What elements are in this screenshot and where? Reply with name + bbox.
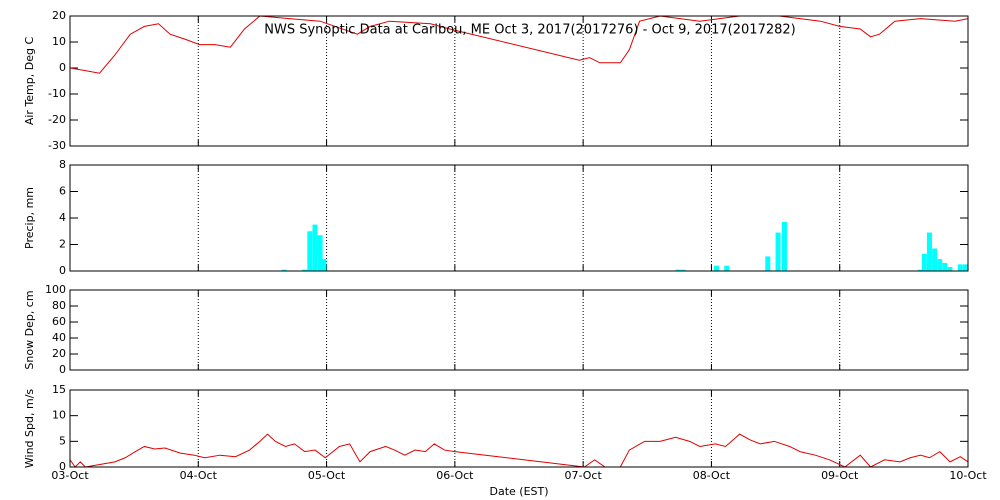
- bar: [675, 269, 681, 271]
- bar: [957, 264, 963, 271]
- y-tick-label: 0: [59, 61, 66, 74]
- panel-frame: [69, 15, 969, 147]
- y-tick-label: -30: [48, 139, 66, 152]
- bar: [302, 269, 308, 271]
- y-tick-label: 20: [52, 9, 66, 22]
- chart-title: NWS Synoptic Data at Caribou, ME Oct 3, …: [264, 23, 795, 38]
- bar: [926, 232, 932, 271]
- x-tick-label: 07-Oct: [564, 469, 602, 482]
- bar: [321, 259, 327, 271]
- y-tick-label: 6: [59, 185, 66, 198]
- bar: [962, 264, 968, 271]
- bar: [307, 231, 313, 271]
- x-tick-label: 10-Oct: [949, 469, 987, 482]
- y-tick-label: 15: [52, 383, 66, 396]
- x-tick-label: 03-Oct: [51, 469, 89, 482]
- bar: [724, 265, 730, 271]
- bar: [713, 265, 719, 271]
- panel-frame: [69, 389, 969, 468]
- panel-frame: [69, 289, 969, 371]
- bar: [932, 248, 938, 271]
- bar: [680, 269, 686, 271]
- data-line: [70, 16, 968, 74]
- bar: [775, 232, 781, 271]
- x-tick-label: 05-Oct: [308, 469, 346, 482]
- y-tick-label: 40: [52, 331, 66, 344]
- x-tick-label: 09-Oct: [821, 469, 859, 482]
- bar: [317, 235, 323, 271]
- y-tick-label: 100: [45, 283, 66, 296]
- y-tick-label: 80: [52, 299, 66, 312]
- y-tick-label: 10: [52, 409, 66, 422]
- bar: [947, 267, 953, 271]
- y-tick-label: 10: [52, 35, 66, 48]
- panel-frame: [69, 164, 969, 272]
- bar: [781, 221, 787, 271]
- bar: [942, 263, 948, 271]
- y-tick-label: 5: [59, 434, 66, 447]
- plot-area: [70, 16, 968, 74]
- plot-area: [281, 221, 968, 271]
- y-tick-label: -10: [48, 87, 66, 100]
- y-tick-label: 60: [52, 315, 66, 328]
- bar: [921, 253, 927, 271]
- bar: [917, 269, 923, 271]
- bar: [312, 224, 318, 271]
- x-tick-label: 04-Oct: [180, 469, 218, 482]
- y-axis-label: Snow Dep, cm: [23, 290, 36, 369]
- y-axis-label: Wind Spd, m/s: [23, 389, 36, 469]
- y-tick-label: 0: [59, 460, 66, 473]
- y-tick-label: 2: [59, 238, 66, 251]
- y-tick-label: 8: [59, 158, 66, 171]
- y-tick-label: 20: [52, 347, 66, 360]
- y-axis-label: Precip, mm: [23, 187, 36, 249]
- y-tick-label: 0: [59, 264, 66, 277]
- y-tick-label: -20: [48, 113, 66, 126]
- y-tick-label: 4: [59, 211, 66, 224]
- bar: [281, 269, 287, 271]
- x-axis-label: Date (EST): [489, 485, 548, 498]
- data-line: [70, 433, 968, 467]
- bar: [937, 259, 943, 271]
- y-axis-label: Air Temp, Deg C: [23, 37, 36, 126]
- plot-area: [70, 433, 968, 467]
- x-tick-label: 08-Oct: [693, 469, 731, 482]
- y-tick-label: 0: [59, 363, 66, 376]
- bar: [765, 256, 771, 271]
- x-tick-label: 06-Oct: [436, 469, 474, 482]
